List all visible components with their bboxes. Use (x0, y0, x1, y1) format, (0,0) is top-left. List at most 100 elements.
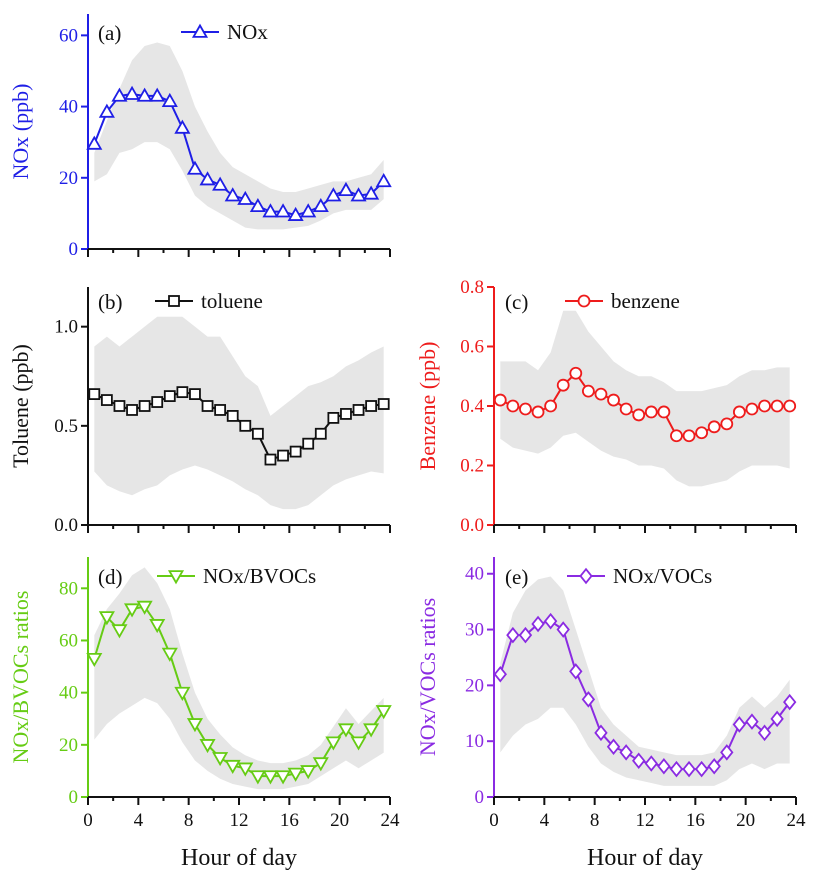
data-point (136, 600, 153, 615)
data-point (224, 187, 241, 202)
data-point (186, 718, 204, 733)
data-point (174, 686, 191, 701)
data-point (682, 760, 696, 778)
data-point (694, 760, 709, 778)
data-point (123, 603, 141, 618)
data-point (277, 449, 289, 462)
data-point (149, 619, 166, 634)
y-tick-label: 80 (59, 578, 78, 599)
data-point (300, 765, 317, 780)
data-point (88, 388, 101, 401)
data-point (249, 197, 266, 213)
data-point (695, 426, 709, 440)
data-point (745, 713, 759, 730)
legend-label: toluene (201, 289, 263, 313)
data-point (783, 399, 797, 413)
data-point (682, 429, 696, 443)
data-point (531, 615, 545, 633)
data-point (212, 752, 229, 767)
x-tick-label: 24 (787, 810, 807, 831)
variability-band (94, 42, 384, 230)
data-point (707, 420, 721, 434)
data-point (569, 366, 583, 380)
variability-band (500, 576, 790, 786)
x-tick-label: 4 (134, 810, 144, 831)
data-point (161, 92, 178, 108)
legend-label: NOx (227, 20, 268, 44)
data-point (199, 171, 216, 186)
y-tick-label: 60 (59, 630, 78, 651)
x-tick-label: 0 (489, 810, 499, 831)
y-tick-label: 0.8 (460, 277, 484, 298)
data-point (312, 197, 329, 213)
data-point (493, 393, 507, 407)
panel-e: 0 10 20 30 40 0 4 8 12 16 20 24 NOx/VOCs ratios Hour … (415, 557, 806, 871)
data-point (707, 758, 721, 775)
data-point (214, 404, 227, 416)
data-point (758, 399, 771, 413)
x-axis-title: Hour of day (587, 845, 703, 871)
data-point (274, 770, 292, 785)
legend-marker (167, 570, 185, 585)
data-point (644, 405, 658, 419)
data-point (239, 419, 252, 432)
data-point (607, 393, 620, 407)
legend: NOx/VOCs (567, 564, 712, 588)
x-tick-label: 0 (83, 810, 93, 831)
data-point (720, 744, 734, 761)
legend: toluene (155, 289, 263, 313)
data-point (644, 755, 658, 772)
y-tick-label: 40 (465, 564, 484, 585)
legend: NOx/BVOCs (157, 564, 316, 588)
data-point (302, 437, 315, 450)
data-point (151, 396, 164, 408)
data-point (325, 736, 342, 751)
data-point (493, 665, 507, 683)
data-point (249, 770, 266, 785)
data-point (264, 453, 277, 466)
legend-marker (579, 567, 593, 585)
data-point (136, 87, 153, 102)
x-axis-title: Hour of day (181, 845, 297, 871)
legend: benzene (565, 289, 680, 313)
data-point (161, 647, 178, 662)
data-point (289, 445, 302, 458)
data-point (237, 762, 254, 777)
data-point (770, 399, 784, 413)
variability-band (94, 567, 384, 790)
data-point (314, 427, 327, 440)
legend-label: NOx/VOCs (613, 564, 712, 588)
data-point (274, 203, 292, 218)
legend-label: benzene (611, 289, 680, 313)
y-tick-label: 40 (59, 97, 78, 118)
data-point (237, 190, 254, 205)
data-point (126, 404, 138, 416)
data-point (720, 417, 734, 431)
data-point (506, 399, 520, 413)
panel-d: 0 20 40 60 80 0 4 8 12 16 20 24 NOx/BVOCs ratios Hour… (8, 557, 400, 871)
data-point (327, 411, 340, 424)
x-tick-label: 16 (686, 810, 705, 831)
data-point (340, 408, 352, 420)
y-tick-label: 0.0 (54, 515, 78, 536)
data-point (325, 187, 342, 202)
data-point (287, 767, 304, 782)
y-tick-label: 0.5 (54, 416, 78, 437)
x-tick-label: 4 (540, 810, 550, 831)
data-point (224, 759, 241, 775)
data-point (632, 408, 646, 422)
data-point (111, 624, 128, 639)
legend-marker (191, 23, 209, 38)
legend-marker (168, 295, 180, 307)
data-point (543, 612, 558, 630)
variability-band (500, 310, 790, 487)
data-point (556, 621, 570, 638)
y-tick-label: 10 (465, 731, 484, 752)
x-tick-label: 16 (280, 810, 299, 831)
data-point (519, 402, 532, 416)
data-point (163, 390, 176, 402)
panel-a: 0 20 40 60 NOx (ppb) (a) NOx (8, 14, 392, 260)
data-point (757, 724, 772, 742)
data-point (86, 652, 103, 668)
